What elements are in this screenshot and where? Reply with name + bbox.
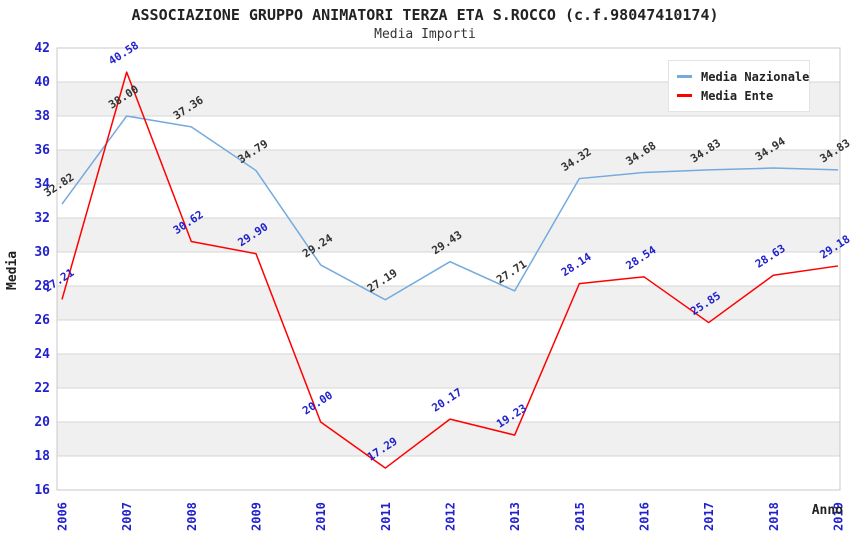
x-tick-label: 2007 — [120, 502, 134, 531]
y-tick-label: 26 — [34, 313, 50, 328]
y-tick-label: 38 — [34, 109, 50, 124]
y-axis-title: Media — [5, 251, 20, 290]
y-tick-label: 42 — [34, 41, 50, 56]
plot-band — [57, 218, 840, 252]
y-tick-label: 16 — [34, 483, 50, 498]
legend-item: Media Nazionale — [677, 67, 809, 86]
series-line-media-ente — [61, 71, 839, 469]
legend: Media Nazionale Media Ente — [668, 60, 810, 112]
x-tick-label: 2019 — [832, 502, 846, 531]
chart-title: ASSOCIAZIONE GRUPPO ANIMATORI TERZA ETA … — [131, 6, 719, 24]
y-tick-label: 28 — [34, 279, 50, 294]
y-tick-label: 24 — [34, 347, 50, 362]
legend-line-swatch-icon — [677, 94, 692, 97]
x-tick-label: 2010 — [314, 502, 328, 531]
chart-subtitle: Media Importi — [374, 27, 476, 42]
legend-item: Media Ente — [677, 86, 801, 105]
y-tick-label: 40 — [34, 75, 50, 90]
x-tick-label: 2011 — [379, 502, 393, 531]
plot-band — [57, 150, 840, 184]
y-tick-label: 30 — [34, 245, 50, 260]
y-tick-label: 36 — [34, 143, 50, 158]
x-axis-title: Anno — [812, 503, 843, 518]
x-tick-label: 2006 — [56, 502, 70, 531]
series-line-media-nazionale — [61, 115, 839, 301]
x-tick-label: 2009 — [250, 502, 264, 531]
plot-band — [57, 354, 840, 388]
legend-line-swatch-icon — [677, 75, 692, 78]
y-tick-label: 20 — [34, 415, 50, 430]
x-tick-label: 2012 — [444, 502, 458, 531]
x-tick-label: 2018 — [767, 502, 781, 531]
plot-band — [57, 422, 840, 456]
x-tick-label: 2017 — [702, 502, 716, 531]
point-label: 28.14 — [559, 250, 594, 279]
y-tick-label: 18 — [34, 449, 50, 464]
point-label: 27.71 — [494, 257, 529, 286]
y-tick-label: 32 — [34, 211, 50, 226]
plot-band — [57, 286, 840, 320]
y-tick-label: 34 — [34, 177, 50, 192]
legend-label: Media Ente — [701, 88, 774, 103]
x-tick-label: 2016 — [638, 502, 652, 531]
point-label: 40.58 — [106, 39, 141, 68]
legend-label: Media Nazionale — [701, 69, 810, 84]
y-tick-label: 22 — [34, 381, 50, 396]
point-label: 20.17 — [430, 386, 465, 415]
x-tick-label: 2013 — [508, 502, 522, 531]
plot-border — [56, 47, 841, 491]
x-tick-label: 2008 — [185, 502, 199, 531]
x-tick-label: 2015 — [573, 502, 587, 531]
